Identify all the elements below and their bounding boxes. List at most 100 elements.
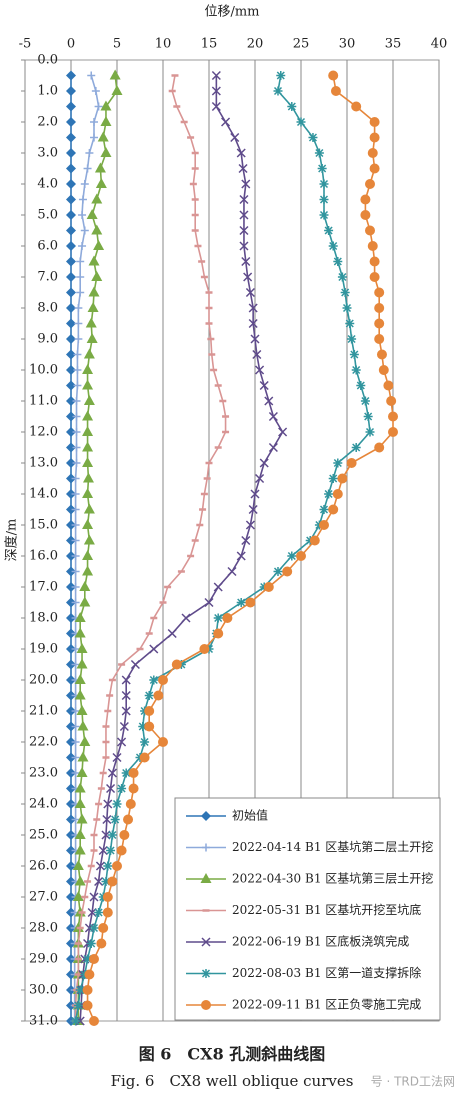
- marker: [66, 597, 76, 608]
- marker: [66, 334, 76, 344]
- marker: [337, 272, 347, 282]
- y-tick-label: 25.0: [29, 828, 58, 843]
- marker: [94, 162, 106, 173]
- marker: [66, 659, 76, 670]
- marker: [330, 86, 341, 96]
- marker: [85, 149, 94, 157]
- y-tick-label: 6.0: [37, 239, 58, 254]
- marker: [287, 551, 297, 561]
- marker: [82, 410, 94, 421]
- marker: [66, 132, 76, 143]
- marker: [328, 70, 339, 81]
- marker: [282, 566, 293, 577]
- marker: [211, 101, 221, 112]
- marker: [268, 411, 278, 422]
- marker: [369, 163, 380, 174]
- marker: [72, 860, 84, 870]
- marker: [71, 598, 80, 607]
- marker: [360, 194, 371, 205]
- x-tick-label: 15: [201, 37, 218, 52]
- marker: [374, 287, 385, 298]
- marker: [71, 536, 80, 545]
- marker: [72, 412, 81, 421]
- marker: [107, 768, 117, 778]
- marker: [158, 737, 168, 747]
- y-tick-label: 29.0: [29, 952, 58, 967]
- x-axis-label: 位移/mm: [204, 5, 259, 20]
- marker: [66, 458, 76, 468]
- marker: [378, 365, 389, 375]
- marker: [74, 782, 86, 793]
- marker: [82, 550, 94, 560]
- marker: [119, 830, 130, 840]
- y-tick-label: 21.0: [29, 704, 58, 719]
- marker: [248, 318, 258, 329]
- marker: [78, 211, 87, 219]
- marker: [78, 242, 87, 250]
- marker: [74, 798, 86, 808]
- marker: [72, 443, 81, 452]
- marker: [314, 148, 324, 158]
- marker: [144, 691, 154, 700]
- marker: [213, 628, 224, 639]
- marker: [82, 519, 94, 529]
- marker: [110, 815, 120, 824]
- marker: [89, 923, 99, 933]
- legend-label: 2022-09-11 B1 区正负零施工完成: [232, 997, 421, 1012]
- marker: [213, 613, 223, 623]
- marker: [319, 210, 329, 220]
- marker: [76, 288, 85, 297]
- marker: [360, 210, 371, 220]
- marker: [79, 596, 91, 607]
- marker: [66, 256, 76, 267]
- marker: [95, 178, 107, 188]
- marker: [337, 473, 348, 484]
- marker: [66, 768, 76, 778]
- marker: [204, 597, 214, 608]
- marker: [83, 534, 95, 545]
- marker: [87, 71, 96, 80]
- marker: [363, 412, 373, 421]
- marker: [239, 194, 249, 205]
- marker: [66, 690, 76, 701]
- marker: [319, 505, 329, 514]
- marker: [71, 660, 80, 669]
- marker: [128, 783, 139, 794]
- marker: [144, 706, 155, 716]
- y-tick-label: 15.0: [29, 518, 58, 533]
- marker: [66, 613, 76, 623]
- y-tick-label: 8.0: [37, 301, 58, 316]
- marker: [71, 707, 80, 715]
- marker: [66, 380, 76, 391]
- marker: [328, 241, 338, 251]
- marker: [386, 396, 397, 406]
- marker: [130, 659, 140, 670]
- marker: [100, 147, 112, 157]
- marker: [71, 474, 80, 483]
- marker: [73, 381, 82, 390]
- y-tick-label: 23.0: [29, 766, 58, 781]
- marker: [76, 257, 85, 266]
- marker: [94, 876, 104, 887]
- marker: [89, 1016, 99, 1026]
- marker: [66, 799, 76, 809]
- marker: [66, 861, 76, 871]
- marker: [255, 473, 265, 484]
- marker: [111, 85, 123, 95]
- x-tick-label: 25: [293, 37, 310, 52]
- marker: [83, 348, 95, 359]
- marker: [332, 489, 343, 499]
- marker: [100, 100, 112, 111]
- marker: [76, 767, 88, 777]
- marker: [66, 194, 76, 205]
- marker: [90, 133, 98, 142]
- marker: [264, 396, 274, 406]
- marker: [351, 443, 361, 452]
- marker: [71, 815, 80, 824]
- marker: [82, 565, 94, 576]
- marker: [91, 193, 103, 204]
- marker: [66, 892, 76, 902]
- marker: [83, 503, 95, 514]
- marker: [83, 164, 92, 173]
- marker: [71, 645, 80, 653]
